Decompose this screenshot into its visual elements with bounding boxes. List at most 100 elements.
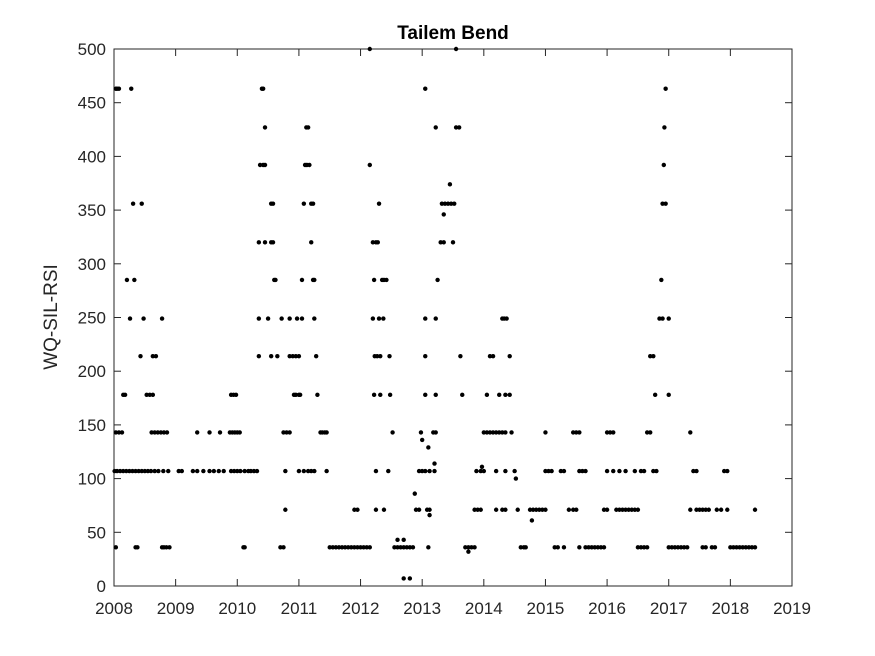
y-tick-label: 150 [78,416,106,435]
data-point [626,507,631,512]
data-point [512,468,517,474]
data-point [635,545,641,550]
data-point [423,353,428,359]
data-point [648,430,653,435]
data-point [122,392,128,398]
data-point [127,468,132,474]
data-point [694,507,699,512]
data-point [432,468,437,474]
data-point [418,430,424,435]
data-point [153,353,159,359]
data-point [452,201,457,206]
data-point [237,430,242,435]
y-tick-label: 50 [87,523,106,542]
data-point [685,545,690,550]
data-point [161,468,166,474]
data-point [661,162,666,168]
data-point [265,316,271,321]
data-point [475,507,480,512]
data-point [281,430,286,435]
data-point [287,353,292,359]
data-point [290,353,295,359]
data-point [113,430,119,435]
data-point [561,545,567,550]
data-point [281,545,286,550]
data-point [207,430,212,435]
y-tick-label: 500 [78,40,106,59]
data-point [450,240,456,245]
data-point [136,468,141,474]
data-point [493,468,499,474]
data-point [228,468,234,474]
data-point [678,545,684,550]
data-point [659,277,664,283]
data-point [688,507,693,512]
data-point [312,316,317,321]
y-tick-label: 0 [97,577,106,596]
data-point [487,430,493,435]
data-point [254,468,260,474]
data-point [453,46,459,52]
data-point [632,468,638,474]
data-point [121,468,126,474]
data-point [503,468,508,474]
data-point [132,277,137,283]
data-point [371,392,377,398]
data-point [507,353,512,359]
data-point [144,392,149,398]
data-point [150,353,156,359]
data-point [709,545,715,550]
data-point [589,545,594,550]
data-point [660,201,665,206]
data-point [743,545,748,550]
data-point [216,468,221,474]
data-point [644,430,650,435]
data-point [238,468,243,474]
data-point [299,277,305,283]
x-axis: 2008 2009 2010 2011 2012 2013 2014 2015 2016 2017… [95,49,811,618]
data-point [235,468,240,474]
data-point [472,545,477,550]
data-point [262,240,268,245]
data-point [268,353,274,359]
data-point [651,353,656,359]
data-point [310,201,316,206]
data-point [432,461,437,466]
data-point [441,240,446,245]
data-point [398,545,403,550]
data-point [296,468,302,474]
chart-title: Tailem Bend [397,23,509,44]
data-point [527,507,533,512]
data-point [614,507,619,512]
data-point [279,316,284,321]
data-point [629,507,634,512]
data-point [504,316,509,321]
data-point [260,86,266,91]
data-point [570,430,576,435]
data-point [703,507,708,512]
data-point [275,353,280,359]
data-point [283,507,288,512]
data-point [164,545,169,550]
x-tick-label: 2016 [588,599,626,618]
data-point [546,468,551,474]
data-point [688,430,693,435]
data-point [543,430,548,435]
data-point [540,507,545,512]
data-point [530,507,536,512]
data-point [404,545,409,550]
data-point [273,277,278,283]
data-point [601,545,607,550]
data-point [270,240,276,245]
data-point [242,545,247,550]
data-point [150,392,156,398]
data-point [124,277,130,283]
x-tick-label: 2011 [281,599,318,618]
data-point [638,545,644,550]
data-point [257,162,263,168]
data-point [427,507,432,512]
data-point [503,507,508,512]
data-point [135,545,140,550]
data-point [355,545,360,550]
